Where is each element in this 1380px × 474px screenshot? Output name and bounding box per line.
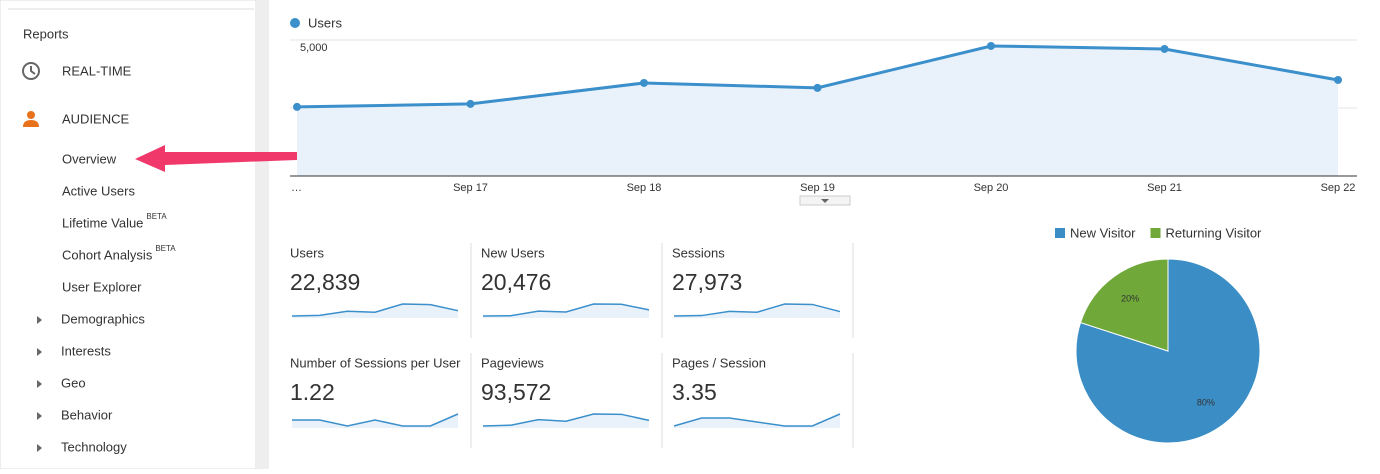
sparkline	[673, 303, 841, 317]
metric-value: 20,476	[481, 269, 551, 295]
sparkline	[291, 303, 459, 317]
metric-value: 1.22	[290, 379, 335, 405]
sparkline	[673, 413, 841, 427]
legend-label: New Visitor	[1070, 225, 1136, 240]
legend-marker	[290, 18, 300, 28]
expand-icon[interactable]	[37, 348, 42, 356]
expand-icon[interactable]	[37, 316, 42, 324]
clock-icon	[22, 62, 40, 80]
sparkline	[482, 303, 650, 317]
point	[987, 41, 995, 50]
section-link[interactable]: REAL-TIME	[62, 63, 132, 78]
x-tick-label: Sep 17	[453, 182, 488, 194]
metric-label: Pageviews	[481, 355, 544, 370]
point	[813, 83, 822, 92]
nav-group[interactable]: Interests	[61, 343, 111, 358]
slice-label: 20%	[1121, 293, 1139, 303]
sidebar	[0, 0, 257, 470]
pie-slice	[1079, 258, 1169, 352]
legend-label: Users	[308, 15, 342, 30]
metric-label: Number of Sessions per User	[290, 355, 461, 370]
metric-value: 22,839	[290, 269, 360, 295]
person-icon	[23, 111, 39, 127]
expand-icon[interactable]	[37, 380, 42, 388]
sparkline	[292, 413, 459, 427]
sparkline-area	[483, 304, 649, 318]
legend-swatch	[1150, 228, 1161, 238]
legend-label: Returning Visitor	[1166, 225, 1263, 240]
metric-label: Pages / Session	[672, 355, 766, 370]
metric-label: Sessions	[672, 245, 725, 260]
collapse-icon	[821, 199, 829, 203]
sparkline-area	[483, 414, 649, 428]
nav-group[interactable]: Demographics	[61, 311, 145, 326]
beta-badge: BETA	[146, 212, 167, 221]
beta-badge: BETA	[155, 244, 176, 253]
point	[293, 102, 301, 111]
metric-label: Users	[290, 245, 324, 260]
nav-group[interactable]: Geo	[61, 375, 86, 390]
nav-link[interactable]: User Explorer	[62, 279, 142, 294]
point	[1160, 44, 1169, 53]
sparkline-area	[292, 414, 458, 428]
nav-link[interactable]: Overview	[62, 151, 117, 166]
area	[297, 45, 1338, 176]
metric-value: 3.35	[672, 379, 717, 405]
nav-link[interactable]: Cohort Analysis	[62, 247, 153, 262]
slice-label: 80%	[1197, 397, 1215, 407]
sidebar-heading: Reports	[23, 26, 69, 41]
sparkline-area	[674, 304, 840, 318]
metric-label: New Users	[481, 245, 545, 260]
x-tick-label: Sep 19	[800, 182, 835, 194]
x-tick-label: Sep 22	[1321, 182, 1356, 194]
point	[640, 78, 648, 87]
nav-link[interactable]: Active Users	[62, 183, 135, 198]
nav-link[interactable]: Lifetime Value	[62, 215, 143, 230]
section-link[interactable]: AUDIENCE	[62, 111, 130, 126]
point	[466, 99, 475, 108]
point	[1334, 75, 1342, 84]
metric-value: 93,572	[481, 379, 551, 405]
y-tick-label: 5,000	[300, 42, 328, 54]
x-tick-label: Sep 20	[974, 182, 1009, 194]
sparkline-area	[292, 304, 458, 318]
expand-icon[interactable]	[37, 444, 42, 452]
x-tick-label: …	[291, 182, 302, 194]
legend-swatch	[1055, 228, 1065, 238]
metric-value: 27,973	[672, 269, 742, 295]
divider	[256, 0, 269, 469]
expand-icon[interactable]	[37, 412, 42, 420]
sparkline-area	[674, 414, 840, 428]
x-tick-label: Sep 18	[627, 182, 662, 194]
sparkline	[482, 413, 650, 427]
x-tick-label: Sep 21	[1147, 182, 1182, 194]
nav-group[interactable]: Technology	[61, 439, 127, 454]
nav-group[interactable]: Behavior	[61, 407, 113, 422]
